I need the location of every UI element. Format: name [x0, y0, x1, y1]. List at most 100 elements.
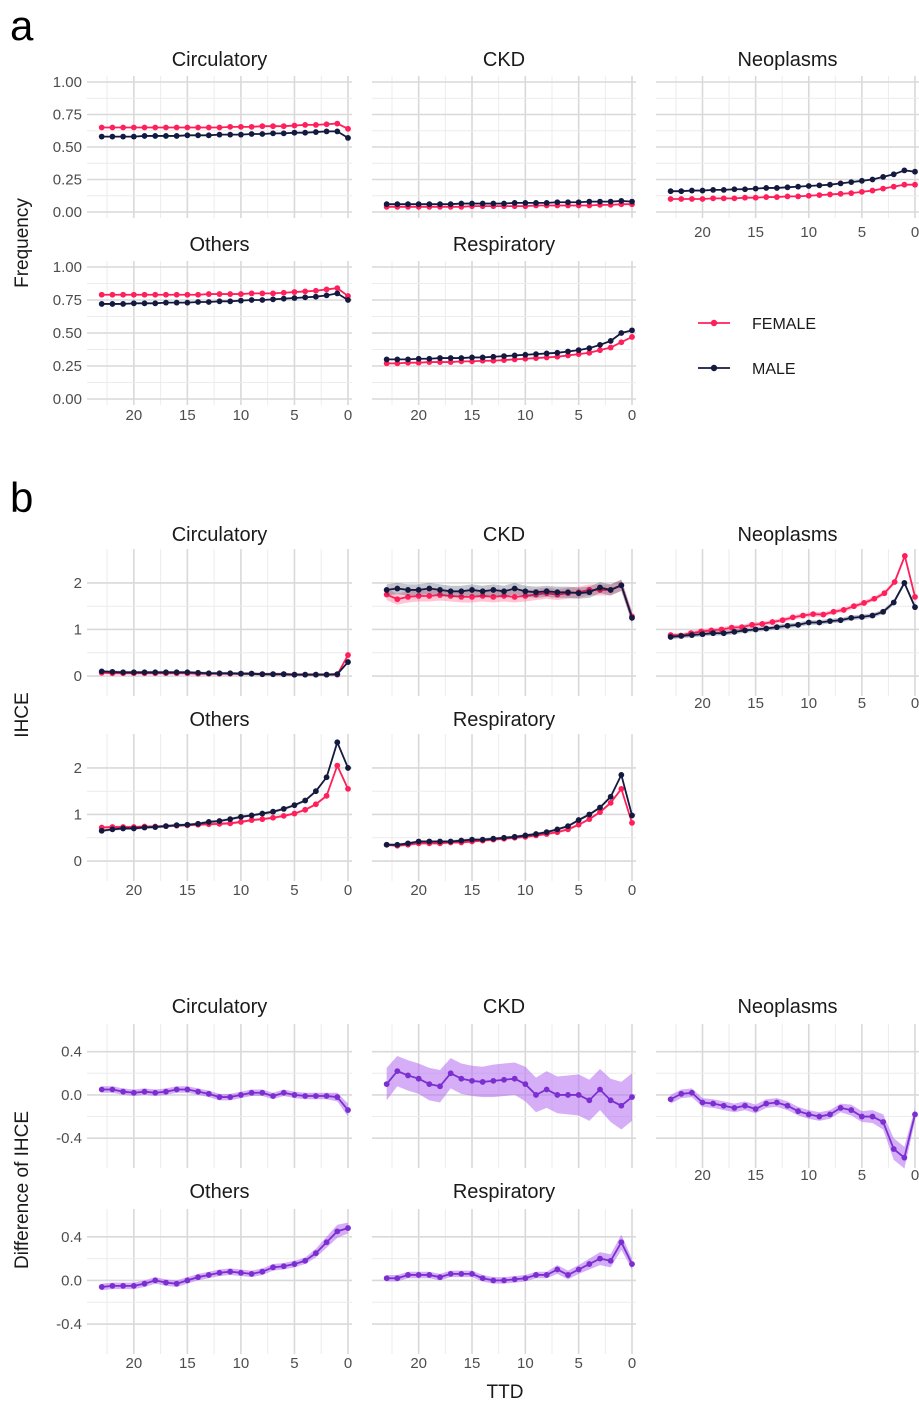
x-tick-label: 10	[233, 1355, 250, 1372]
x-tick-label: 20	[125, 407, 142, 424]
series-point	[98, 301, 105, 307]
series-point	[851, 603, 857, 610]
panel-others: Others 0 1 2 20 15 10 5 0	[74, 709, 353, 899]
series-point	[837, 1105, 844, 1111]
x-tick-label: 20	[694, 1167, 711, 1184]
panel-title: CKD	[483, 49, 525, 71]
y-tick-label: 0	[74, 853, 82, 870]
x-tick-label: 0	[344, 407, 352, 424]
series-point	[533, 1092, 539, 1098]
series-point	[501, 1076, 507, 1083]
series-point	[447, 1270, 454, 1277]
y-tick-label: 2	[74, 760, 82, 777]
series-point	[248, 297, 255, 303]
series-point	[629, 614, 635, 621]
series-point	[479, 1275, 486, 1282]
series-point	[405, 587, 411, 593]
series-point	[130, 825, 137, 832]
series-point	[163, 291, 169, 298]
series-point	[130, 669, 137, 676]
series-point	[742, 627, 748, 634]
series-point	[334, 128, 341, 135]
series-point	[415, 1075, 422, 1082]
series-point	[184, 669, 191, 676]
series-point	[238, 131, 244, 138]
series-point	[490, 200, 497, 207]
series-point	[259, 1089, 266, 1096]
panel-others: Others -0.4 0.0 0.4 20 15 10 5 0	[56, 1181, 352, 1372]
series-point	[447, 1070, 454, 1077]
series-point	[109, 826, 116, 833]
series-point	[742, 1102, 748, 1109]
series-point	[173, 1280, 180, 1287]
series-point	[280, 289, 287, 296]
series-point	[163, 823, 169, 830]
series-point	[554, 199, 561, 206]
series-point	[816, 1113, 823, 1120]
series-point	[437, 838, 443, 845]
x-tick-label: 15	[179, 882, 196, 899]
series-point	[501, 593, 507, 599]
series-point	[458, 200, 465, 207]
series-point	[629, 198, 635, 205]
x-tick-label: 10	[517, 1355, 534, 1372]
series-point	[901, 553, 908, 559]
series-point	[901, 580, 908, 586]
x-tick-label: 15	[747, 224, 764, 241]
series-line	[101, 739, 349, 832]
series-point	[869, 176, 876, 183]
series-point	[238, 813, 244, 820]
series-point	[238, 1092, 244, 1098]
x-tick-label: 20	[694, 695, 711, 712]
series-point	[728, 624, 735, 631]
series-point	[152, 824, 159, 830]
series-point	[720, 187, 727, 193]
series-point	[302, 129, 309, 136]
series-point	[869, 612, 876, 619]
series-point	[667, 196, 674, 202]
series-point	[848, 179, 855, 186]
series-point	[259, 810, 266, 817]
series-point	[405, 1272, 411, 1278]
series-point	[688, 196, 695, 202]
series-point	[109, 1086, 116, 1093]
series-point	[779, 617, 786, 624]
series-point	[323, 1093, 330, 1099]
series-point	[383, 591, 390, 598]
series-point	[827, 618, 833, 625]
series-point	[880, 174, 887, 180]
series-point	[837, 190, 844, 197]
series-point	[810, 611, 817, 618]
series-point	[120, 124, 127, 131]
series-point	[597, 1086, 603, 1093]
series-point	[227, 1268, 234, 1275]
series-point	[291, 122, 298, 129]
x-tick-label: 20	[410, 407, 427, 424]
section-a-label: a	[10, 2, 34, 49]
series-point	[447, 838, 454, 845]
x-tick-label: 15	[464, 407, 481, 424]
panel-title: Others	[189, 709, 249, 731]
series-point	[141, 133, 148, 139]
series-point	[469, 1077, 475, 1084]
series-point	[227, 131, 234, 138]
legend-male-label: MALE	[752, 361, 796, 378]
series-point	[383, 841, 390, 848]
series-point	[805, 1111, 812, 1118]
x-tick-label: 15	[747, 1167, 764, 1184]
series-point	[152, 669, 159, 676]
panel-title: CKD	[483, 996, 525, 1018]
series-point	[795, 193, 802, 200]
series-point	[469, 593, 475, 600]
x-tick-label: 0	[911, 695, 919, 712]
series-point	[861, 600, 867, 606]
series-point	[575, 590, 582, 597]
series-point	[216, 298, 223, 305]
panel-others: Others 0.00 0.25 0.50 0.75 1.00 20 15 10 5 0	[53, 234, 352, 424]
series-point	[912, 168, 918, 175]
series-point	[120, 291, 127, 298]
series-point	[869, 187, 876, 194]
series-point	[805, 192, 812, 199]
legend-female-label: FEMALE	[752, 316, 816, 333]
series-point	[469, 200, 475, 207]
